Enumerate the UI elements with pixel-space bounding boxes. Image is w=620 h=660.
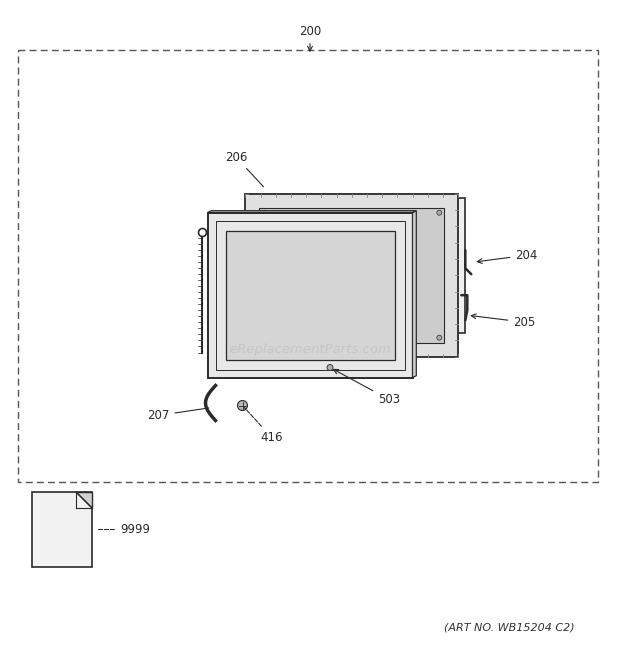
Bar [32, 492, 92, 567]
Bar [18, 50, 598, 482]
Text: 205: 205 [471, 314, 536, 329]
Text: 204: 204 [477, 249, 538, 263]
Polygon shape [246, 226, 415, 345]
Circle shape [262, 210, 267, 215]
Polygon shape [208, 213, 412, 378]
Text: 200: 200 [299, 25, 321, 51]
Text: 207: 207 [147, 408, 209, 422]
Circle shape [437, 210, 442, 215]
Circle shape [262, 335, 267, 340]
Circle shape [437, 335, 442, 340]
Text: 416: 416 [244, 408, 283, 444]
Polygon shape [246, 193, 458, 356]
Polygon shape [226, 230, 394, 360]
Polygon shape [412, 211, 416, 378]
Text: 206: 206 [225, 150, 264, 187]
Polygon shape [280, 198, 465, 333]
Polygon shape [208, 211, 416, 213]
Text: (ART NO. WB15204 C2): (ART NO. WB15204 C2) [445, 622, 575, 632]
Text: 503: 503 [334, 370, 400, 406]
Circle shape [327, 364, 333, 370]
Circle shape [237, 401, 247, 411]
Polygon shape [259, 208, 445, 343]
Text: eReplacementParts.com: eReplacementParts.com [229, 343, 391, 356]
Text: 9999: 9999 [97, 523, 150, 536]
Polygon shape [76, 492, 92, 508]
